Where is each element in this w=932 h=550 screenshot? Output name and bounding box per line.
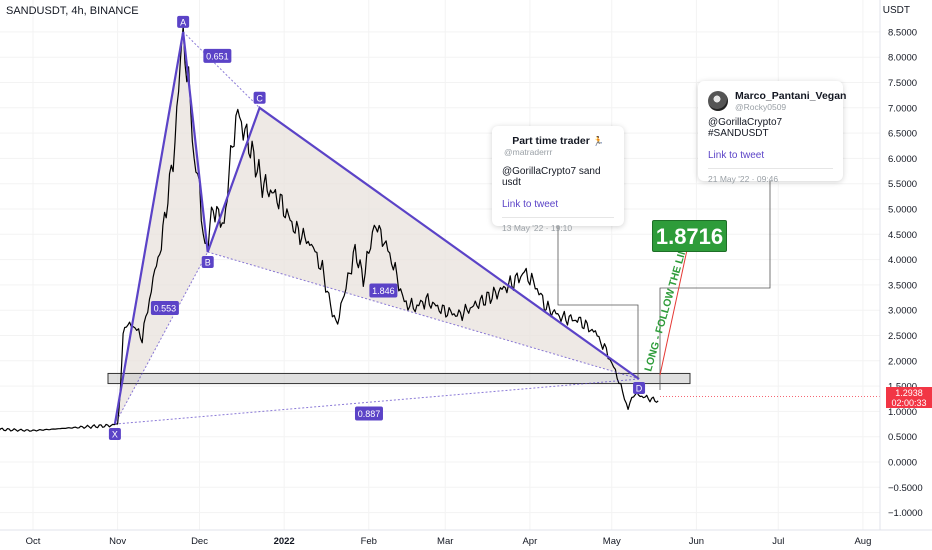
point-B-badge — [201, 256, 214, 269]
tweet-link[interactable]: Link to tweet — [502, 199, 559, 210]
ratio-label: 1.846 — [372, 286, 395, 296]
point-A-label: A — [180, 17, 186, 27]
y-tick-label: 4.5000 — [888, 230, 917, 241]
ratio-badge — [369, 283, 398, 298]
tweet-handle: @Rocky0509 — [735, 102, 787, 112]
pattern-dotted-line — [207, 251, 640, 380]
tweet-divider — [502, 217, 614, 218]
runner-emoji-icon: 🏃 — [592, 136, 604, 146]
x-tick-label: May — [603, 536, 621, 547]
x-tick-label: Jul — [772, 536, 784, 547]
axis-panel — [880, 0, 932, 550]
current-price-tag: 1.2938 02:00:33 — [886, 386, 932, 408]
y-tick-label: 3.5000 — [888, 280, 917, 291]
tweet-time: 21 May '22 · 09:46 — [708, 174, 779, 184]
point-A-badge — [177, 15, 190, 28]
price-line — [0, 25, 659, 432]
y-tick-label: 5.0000 — [888, 205, 917, 216]
y-tick-label: 0.5000 — [888, 432, 917, 443]
y-tick-label: 7.0000 — [888, 103, 917, 114]
x-tick-label: Mar — [437, 536, 453, 547]
tweet-text: @GorillaCrypto7 sand usdt — [502, 166, 601, 188]
avatar — [708, 91, 728, 111]
y-tick-label: 8.5000 — [888, 27, 917, 38]
current-price: 1.2938 — [895, 387, 923, 398]
tweet-time: 13 May '22 · 19:10 — [502, 223, 573, 233]
tweet-card-marco-pantani-vegan[interactable]: Marco_Pantani_Vegan @Rocky0509 @GorillaC… — [698, 81, 847, 184]
target-arrow-line — [659, 235, 691, 376]
y-tick-label: −1.0000 — [888, 508, 923, 519]
tweet-card-part-time-trader[interactable]: Part time trader 🏃 @matraderrr @GorillaC… — [492, 126, 624, 233]
bcd-triangle — [207, 107, 640, 380]
tweet-text: @GorillaCrypto7 #SANDUSDT — [708, 117, 783, 139]
y-tick-label: 0.0000 — [888, 458, 917, 469]
x-tick-label: Dec — [191, 536, 208, 547]
point-C-badge — [253, 91, 266, 104]
target-price-label: 1.8716 — [652, 220, 727, 252]
tweet-divider — [708, 168, 833, 169]
x-tick-label: Jun — [689, 536, 704, 547]
long-arrow-text: LONG - FOLLOW THE LINK — [642, 238, 691, 373]
ratio-label: 0.651 — [206, 51, 229, 61]
y-tick-label: 6.5000 — [888, 129, 917, 140]
y-tick-label: 8.0000 — [888, 53, 917, 64]
tweet-link[interactable]: Link to tweet — [708, 150, 765, 161]
x-tick-label: Oct — [26, 536, 41, 547]
point-D-badge — [633, 382, 646, 395]
y-tick-label: 6.0000 — [888, 154, 917, 165]
support-zone — [107, 372, 691, 385]
harmonic-pattern — [113, 31, 640, 425]
tweet-handle: @matraderrr — [504, 147, 553, 157]
tweet-author: Marco_Pantani_Vegan — [735, 90, 847, 102]
point-B-label: B — [205, 258, 211, 268]
y-tick-label: 1.0000 — [888, 407, 917, 418]
pattern-fill — [114, 31, 640, 425]
point-C-label: C — [256, 93, 263, 103]
bar-countdown: 02:00:33 — [891, 397, 927, 408]
price-unit-label: USDT — [882, 5, 910, 16]
x-tick-label: Aug — [854, 536, 871, 547]
tweet-author: Part time trader — [512, 135, 590, 147]
ratio-badge — [150, 301, 179, 316]
tweet-connector — [659, 181, 771, 390]
ratio-label: 0.887 — [358, 409, 381, 419]
x-axis: Oct Nov Dec 2022 Feb Mar Apr May Jun Jul Aug — [0, 529, 932, 547]
y-tick-label: 5.5000 — [888, 179, 917, 190]
tweet-connector — [557, 226, 639, 378]
y-tick-label: 3.0000 — [888, 306, 917, 317]
x-tick-label: Nov — [109, 536, 126, 547]
point-X-label: X — [112, 430, 118, 440]
point-D-label: D — [636, 384, 643, 394]
pattern-dotted-line — [182, 31, 260, 109]
chart-title: SANDUSDT, 4h, BINANCE — [6, 5, 139, 17]
y-tick-label: −0.5000 — [888, 483, 923, 494]
ratio-badge — [203, 48, 232, 63]
y-tick-label: 4.0000 — [888, 255, 917, 266]
y-tick-label: 7.5000 — [888, 78, 917, 89]
xab-triangle — [114, 31, 208, 425]
ratio-badge — [354, 406, 383, 421]
y-tick-label: 2.5000 — [888, 331, 917, 342]
ratio-label: 0.553 — [154, 304, 177, 314]
pattern-dotted-line — [114, 251, 209, 425]
point-X-badge — [108, 428, 121, 441]
support-rect — [107, 372, 691, 385]
price-series — [0, 25, 659, 432]
y-tick-label: 2.0000 — [888, 356, 917, 367]
x-tick-label: Apr — [522, 536, 537, 547]
x-tick-label: 2022 — [274, 536, 295, 547]
x-tick-label: Feb — [361, 536, 377, 547]
y-axis: 8.5000 8.0000 7.5000 7.0000 6.5000 6.0000 5.50… — [879, 0, 932, 550]
